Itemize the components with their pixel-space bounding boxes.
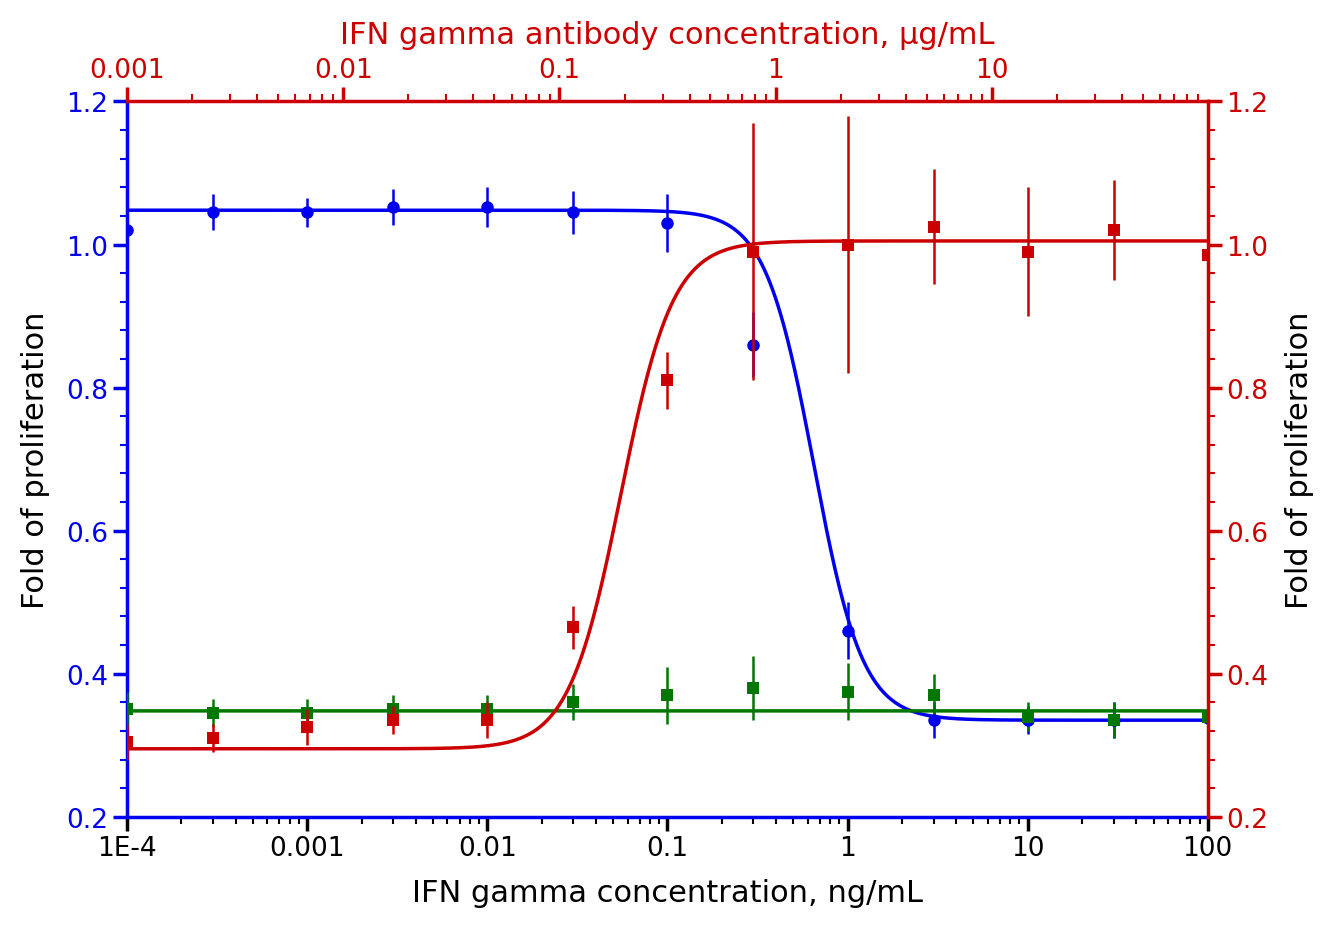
X-axis label: IFN gamma concentration, ng/mL: IFN gamma concentration, ng/mL: [413, 878, 922, 908]
Y-axis label: Fold of proliferation: Fold of proliferation: [21, 311, 49, 608]
Y-axis label: Fold of proliferation: Fold of proliferation: [1286, 311, 1314, 608]
X-axis label: IFN gamma antibody concentration, μg/mL: IFN gamma antibody concentration, μg/mL: [340, 20, 995, 50]
